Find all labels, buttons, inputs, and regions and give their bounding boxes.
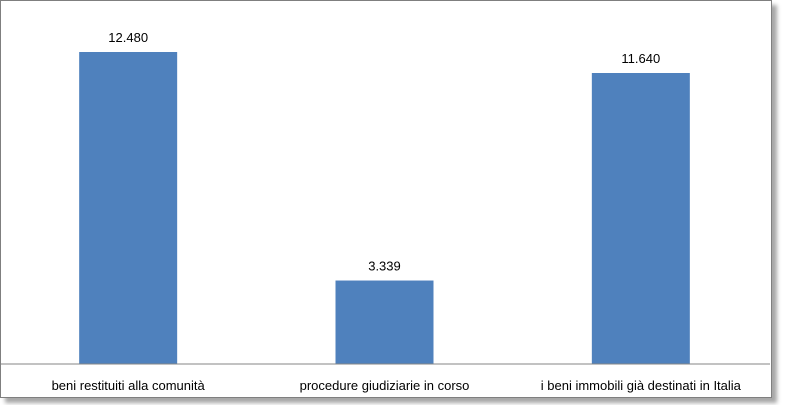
data-label-2: 11.640 — [621, 51, 660, 66]
data-label-0: 12.480 — [108, 30, 148, 45]
category-label-0: beni restituiti alla comunità — [52, 378, 206, 393]
bar-1 — [335, 280, 434, 364]
bar-0 — [79, 52, 178, 364]
data-labels-group: 12.480 3.339 11.640 — [108, 30, 660, 274]
category-label-1: procedure giudiziarie in corso — [300, 378, 470, 393]
category-label-2: i beni immobili già destinati in Italia — [541, 378, 742, 393]
bars-group — [79, 52, 690, 364]
bar-2 — [591, 73, 690, 364]
category-labels-group: beni restituiti alla comunità procedure g… — [52, 378, 742, 393]
data-label-1: 3.339 — [368, 259, 401, 274]
